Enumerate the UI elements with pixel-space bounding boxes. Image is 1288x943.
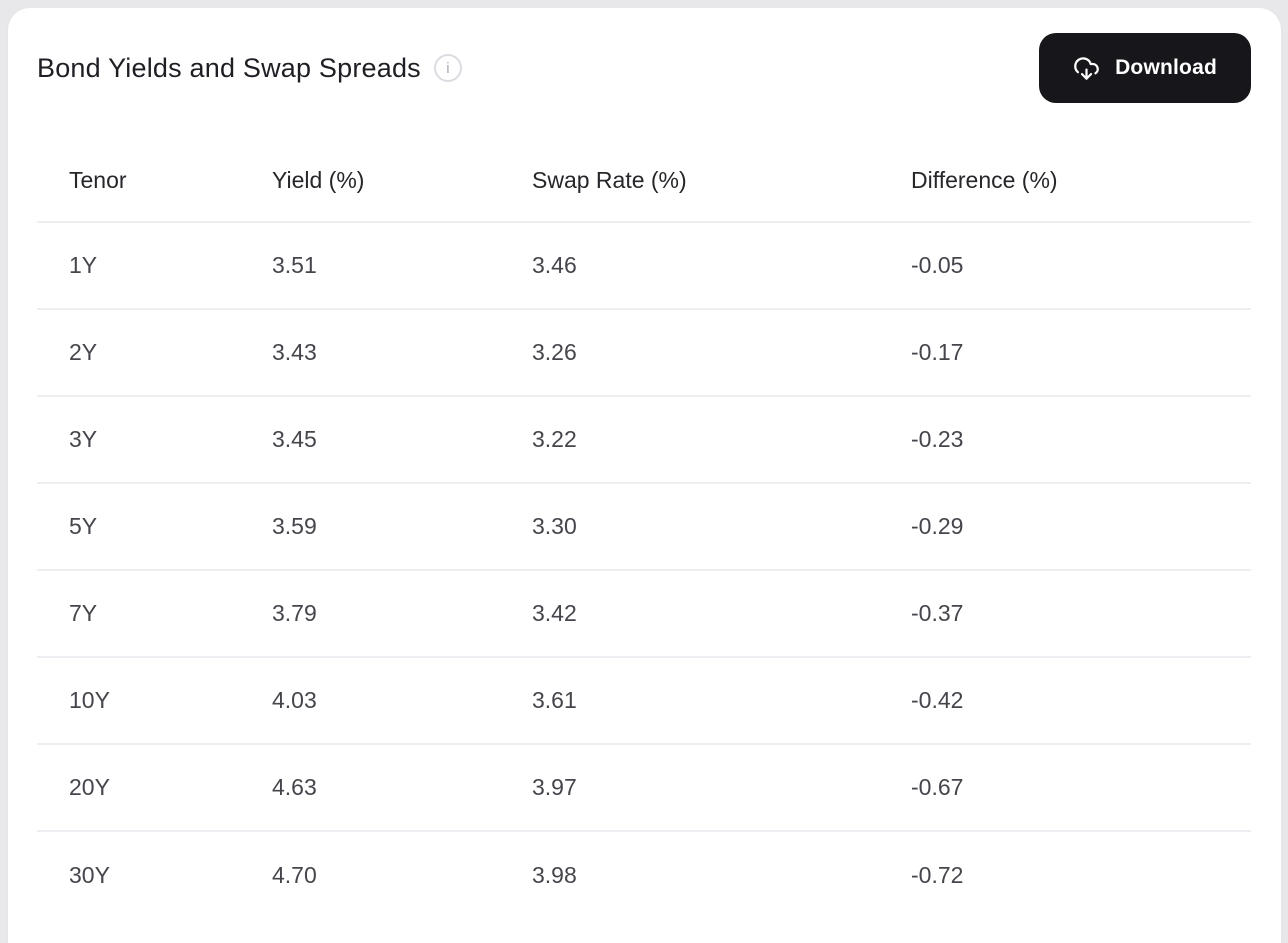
table-row: 5Y 3.59 3.30 -0.29 bbox=[37, 482, 1251, 570]
table-cell: 3.98 bbox=[500, 830, 879, 918]
table-cell: 30Y bbox=[37, 830, 240, 918]
table-cell: 1Y bbox=[69, 252, 98, 278]
table-head: Tenor Yield (%) Swap Rate (%) Difference (%… bbox=[37, 140, 1251, 223]
table-cell: 4.03 bbox=[240, 656, 500, 744]
table-cell: -0.17 bbox=[879, 308, 1251, 396]
page-title: Bond Yields and Swap Spreads bbox=[37, 52, 421, 83]
table-cell: -0.42 bbox=[879, 656, 1251, 744]
table-cell: -0.67 bbox=[879, 743, 1251, 831]
table-header-row: Tenor Yield (%) Swap Rate (%) Difference (%… bbox=[37, 140, 1251, 223]
table-row: 2Y 3.43 3.26 -0.17 bbox=[37, 308, 1251, 396]
table-row: 30Y 4.70 3.98 -0.72 bbox=[37, 830, 1251, 918]
download-button-label: Download bbox=[1115, 56, 1217, 79]
table-cell: 3.45 bbox=[240, 395, 500, 483]
table-cell: -0.37 bbox=[879, 569, 1251, 657]
table-cell: 3.61 bbox=[500, 656, 879, 744]
table-cell: 3.26 bbox=[500, 308, 879, 396]
title-wrap: Bond Yields and Swap Spreads i bbox=[37, 53, 462, 84]
table-cell: 3.43 bbox=[240, 308, 500, 396]
table-cell: 3.30 bbox=[500, 482, 879, 570]
table-cell: 3.79 bbox=[240, 569, 500, 657]
table-cell: 4.70 bbox=[240, 830, 500, 918]
table-cell: 3.59 bbox=[240, 482, 500, 570]
table-cell: 3.51 bbox=[272, 252, 317, 278]
bond-yields-table: Tenor Yield (%) Swap Rate (%) Difference (%… bbox=[37, 140, 1251, 918]
table-cell: 3.42 bbox=[500, 569, 879, 657]
table-cell: 7Y bbox=[37, 569, 240, 657]
table-row: 7Y 3.79 3.42 -0.37 bbox=[37, 569, 1251, 657]
table-cell: -0.72 bbox=[879, 830, 1251, 918]
table-row: 10Y 4.03 3.61 -0.42 bbox=[37, 656, 1251, 744]
table-cell: -0.05 bbox=[911, 252, 964, 278]
table-cell: 4.63 bbox=[240, 743, 500, 831]
table-body: 1Y 3.51 3.46 -0.05 2Y 3.43 3.26 -0.17 3Y 3.45 3.22… bbox=[37, 222, 1251, 918]
table-cell: 3.46 bbox=[532, 252, 577, 278]
table-cell: 5Y bbox=[37, 482, 240, 570]
table-cell: 3.22 bbox=[500, 395, 879, 483]
table-row: 20Y 4.63 3.97 -0.67 bbox=[37, 743, 1251, 831]
column-header: Swap Rate (%) bbox=[500, 140, 879, 223]
bond-yields-card: Bond Yields and Swap Spreads i Download … bbox=[8, 8, 1281, 943]
table-row: 1Y 3.51 3.46 -0.05 bbox=[37, 222, 1251, 309]
table-row: 3Y 3.45 3.22 -0.23 bbox=[37, 395, 1251, 483]
download-button[interactable]: Download bbox=[1039, 33, 1251, 103]
table-cell: 10Y bbox=[37, 656, 240, 744]
cloud-download-icon bbox=[1073, 55, 1100, 82]
table-cell: -0.23 bbox=[879, 395, 1251, 483]
column-header: Yield (%) bbox=[240, 140, 500, 223]
column-header: Difference (%) bbox=[879, 140, 1251, 223]
table-cell: 2Y bbox=[37, 308, 240, 396]
table-cell: -0.29 bbox=[879, 482, 1251, 570]
card-header: Bond Yields and Swap Spreads i Download bbox=[37, 33, 1251, 103]
table-cell: 3.97 bbox=[500, 743, 879, 831]
table-cell: 20Y bbox=[37, 743, 240, 831]
column-header: Tenor bbox=[37, 140, 240, 223]
table-cell: 3Y bbox=[37, 395, 240, 483]
info-icon[interactable]: i bbox=[433, 54, 462, 82]
